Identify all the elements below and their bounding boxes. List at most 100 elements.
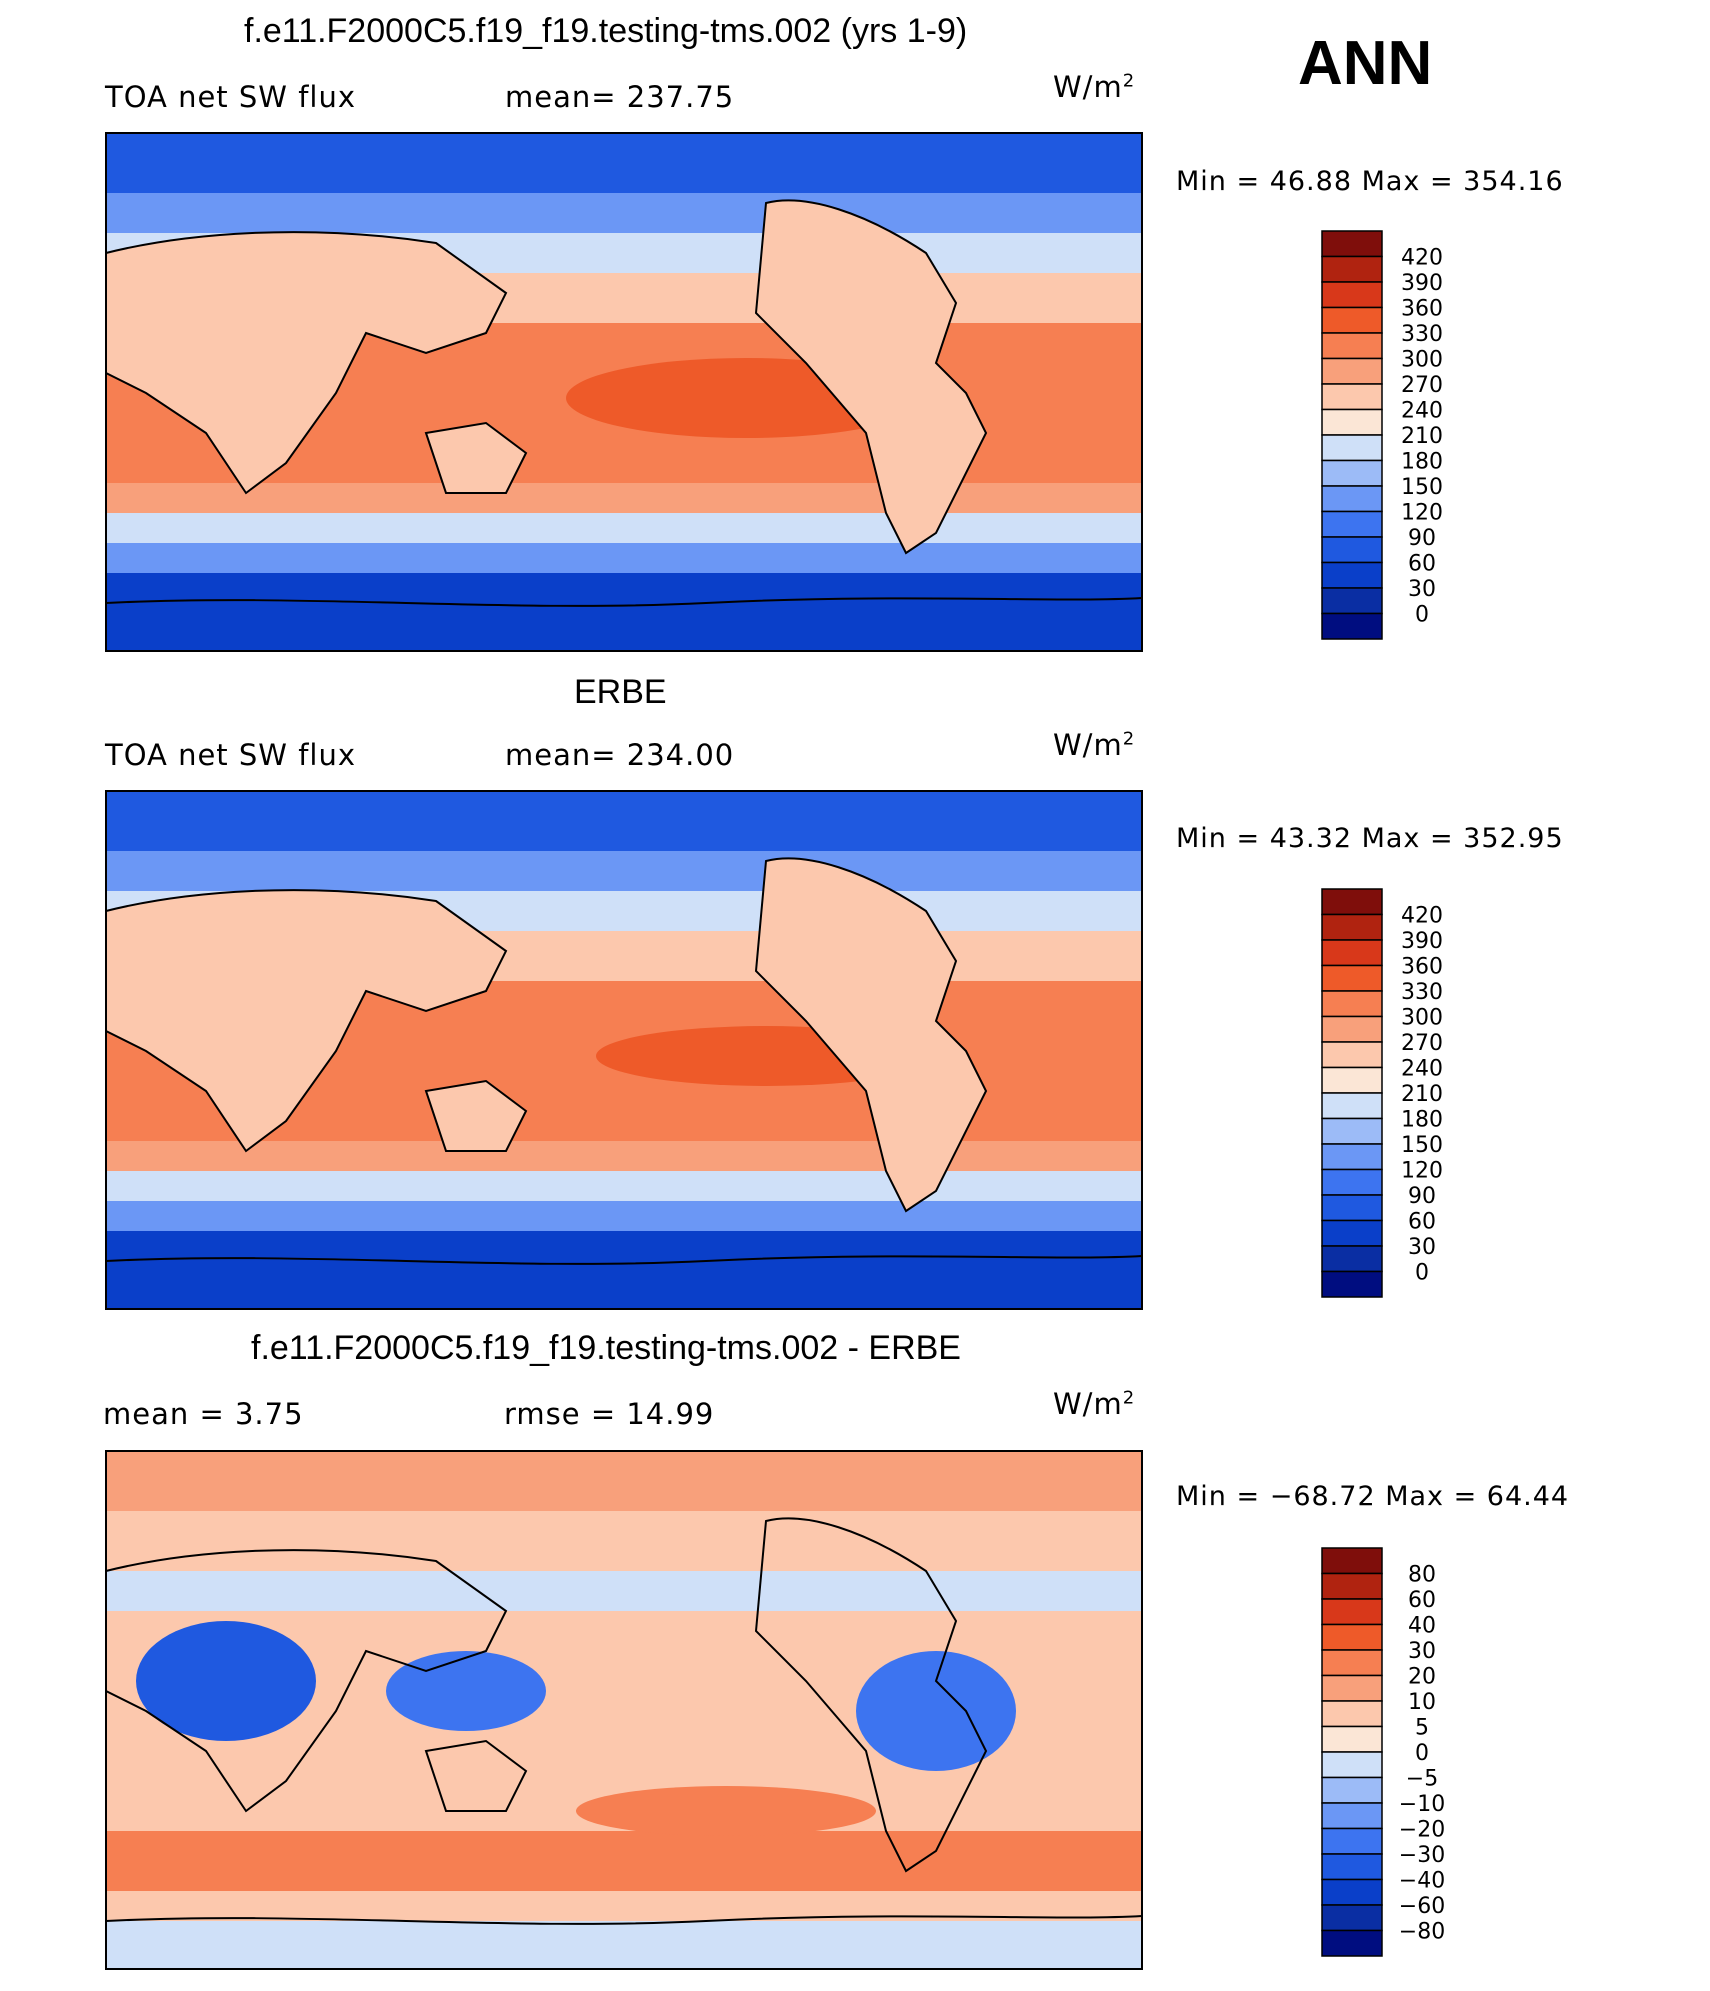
panel3-units: W/m2 (1053, 1387, 1135, 1421)
colorbar-swatch (1321, 1117, 1383, 1145)
map3-neg-amazon (856, 1651, 1016, 1771)
colorbar-swatch (1321, 408, 1383, 436)
panel3-rmse: rmse = 14.99 (504, 1397, 715, 1431)
colorbar-swatch (1321, 536, 1383, 564)
colorbar-swatch (1321, 1725, 1383, 1753)
colorbar-tick-label: 80 (1408, 1563, 1436, 1588)
colorbar-swatch (1321, 1598, 1383, 1626)
colorbar-tick-label: 330 (1401, 980, 1443, 1005)
map3-band-polar-s (106, 1921, 1142, 1969)
colorbar-swatch (1321, 230, 1383, 258)
colorbar-swatch (1321, 1751, 1383, 1779)
map3-coastline-africa-eurasia (105, 1549, 508, 1813)
season-label: ANN (1298, 29, 1433, 98)
panel2-map (105, 790, 1143, 1310)
colorbar-tick-label: −30 (1399, 1843, 1445, 1868)
map2-band-6 (106, 1171, 1142, 1201)
panel1-units-text: W/m (1053, 70, 1123, 104)
colorbar-swatch (1321, 1015, 1383, 1043)
map3-coastline-antarctica (105, 1915, 1143, 1925)
colorbar-swatch (1321, 1802, 1383, 1830)
map1-band-5 (106, 483, 1142, 513)
colorbar-tick-label: 90 (1408, 1184, 1436, 1209)
colorbar-tick-label: 40 (1408, 1614, 1436, 1639)
colorbar-swatch (1321, 485, 1383, 513)
colorbar-tick-label: 300 (1401, 1006, 1443, 1031)
colorbar-swatch (1321, 357, 1383, 385)
colorbar-tick-label: 270 (1401, 1031, 1443, 1056)
colorbar-tick-label: 300 (1401, 348, 1443, 373)
colorbar-swatch (1321, 1674, 1383, 1702)
map2-band-5 (106, 1141, 1142, 1171)
colorbar-tick-label: 60 (1408, 1588, 1436, 1613)
colorbar-tick-label: −40 (1399, 1869, 1445, 1894)
map1-coastline-americas (754, 199, 988, 555)
colorbar-tick-label: 5 (1415, 1716, 1429, 1741)
panel3-map (105, 1450, 1143, 1970)
map1-coastline-australia (424, 421, 528, 494)
colorbar-swatch (1321, 1270, 1383, 1298)
panel1-map (105, 132, 1143, 652)
map3-coastline-americas (754, 1517, 988, 1873)
map2-coastline-americas (754, 857, 988, 1213)
panel2-variable: TOA net SW flux (105, 738, 357, 772)
panel2-mean: mean= 234.00 (505, 738, 735, 772)
colorbar-swatch (1321, 990, 1383, 1018)
colorbar-swatch (1321, 587, 1383, 615)
colorbar-tick-label: −5 (1406, 1767, 1438, 1792)
colorbar-swatch (1321, 255, 1383, 283)
colorbar-tick-label: 30 (1408, 1235, 1436, 1260)
colorbar-swatch (1321, 510, 1383, 538)
colorbar-tick-label: 210 (1401, 1082, 1443, 1107)
colorbar-tick-label: 0 (1415, 1261, 1429, 1286)
panel1-units: W/m2 (1053, 70, 1135, 104)
colorbar-tick-label: 390 (1401, 929, 1443, 954)
colorbar-swatch (1321, 1194, 1383, 1222)
map1-band-6 (106, 513, 1142, 543)
map2-coastline-antarctica (105, 1255, 1143, 1265)
colorbar-tick-label: 420 (1401, 246, 1443, 271)
colorbar-tick-label: 420 (1401, 904, 1443, 929)
colorbar-tick-label: 180 (1401, 450, 1443, 475)
colorbar-tick-label: 90 (1408, 526, 1436, 551)
panel1-title: f.e11.F2000C5.f19_f19.testing-tms.002 (y… (244, 12, 968, 50)
map1-band-1 (106, 193, 1142, 233)
colorbar-tick-label: −20 (1399, 1818, 1445, 1843)
colorbar-swatch (1321, 888, 1383, 916)
colorbar-swatch (1321, 1041, 1383, 1069)
colorbar-swatch (1321, 434, 1383, 462)
map1-band-8 (106, 573, 1142, 651)
colorbar-tick-label: 390 (1401, 271, 1443, 296)
colorbar-swatch (1321, 1853, 1383, 1881)
map1-ocean-polar-n (106, 133, 1142, 193)
colorbar-tick-label: 240 (1401, 399, 1443, 424)
panel1-mean: mean= 237.75 (505, 80, 735, 114)
panel2-minmax: Min = 43.32 Max = 352.95 (1176, 823, 1564, 854)
panel2-title: ERBE (574, 673, 667, 711)
colorbar-tick-label: 120 (1401, 1159, 1443, 1184)
colorbar-swatch (1321, 383, 1383, 411)
panel2-units: W/m2 (1053, 728, 1135, 762)
colorbar-tick-label: 0 (1415, 1741, 1429, 1766)
colorbar-tick-label: 30 (1408, 577, 1436, 602)
colorbar-swatch (1321, 1092, 1383, 1120)
colorbar-swatch (1321, 1168, 1383, 1196)
colorbar-tick-label: 360 (1401, 955, 1443, 980)
colorbar-swatch (1321, 1700, 1383, 1728)
panel2-units-sup: 2 (1122, 728, 1136, 750)
map3-pos-pacific (576, 1786, 876, 1836)
colorbar-swatch (1321, 1878, 1383, 1906)
map3-band-south (106, 1831, 1142, 1891)
colorbar-swatch (1321, 1649, 1383, 1677)
panel1-variable: TOA net SW flux (105, 80, 357, 114)
colorbar-tick-label: 10 (1408, 1690, 1436, 1715)
panel3-units-sup: 2 (1122, 1387, 1136, 1409)
map2-band-1 (106, 851, 1142, 891)
map2-ocean-polar-n (106, 791, 1142, 851)
colorbar-swatch (1321, 1219, 1383, 1247)
colorbar-tick-label: 30 (1408, 1639, 1436, 1664)
colorbar-swatch (1321, 612, 1383, 640)
